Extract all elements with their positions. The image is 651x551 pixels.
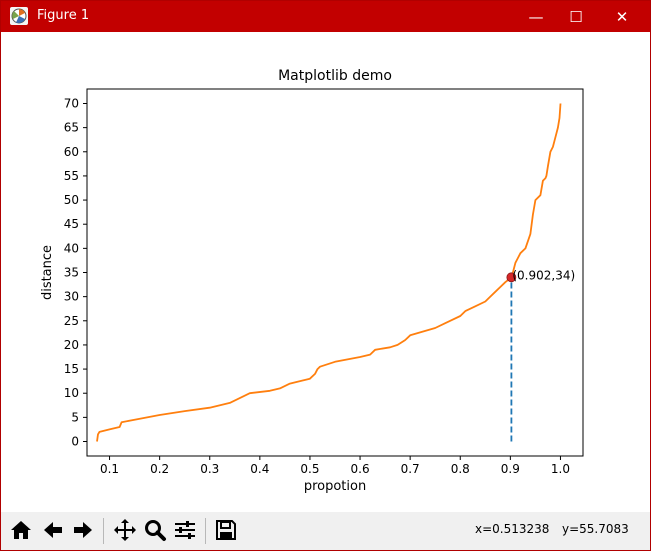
navigation-toolbar: x=0.513238 y=55.7083 — [1, 512, 650, 550]
x-tick-label: 0.9 — [501, 462, 520, 476]
configure-subplots-button[interactable] — [171, 516, 199, 544]
y-tick-label: 55 — [64, 169, 79, 183]
x-axis-label: propotion — [304, 479, 366, 494]
x-tick-label: 0.4 — [250, 462, 269, 476]
title-bar[interactable]: Figure 1 — ☐ ✕ — [1, 1, 650, 32]
forward-arrow-icon — [74, 522, 92, 538]
close-button[interactable]: ✕ — [615, 7, 629, 26]
x-tick-label: 0.8 — [451, 462, 470, 476]
x-tick-label: 0.3 — [200, 462, 219, 476]
y-tick-label: 30 — [64, 290, 79, 304]
y-tick-label: 50 — [64, 193, 79, 207]
y-tick-label: 40 — [64, 241, 79, 255]
y-tick-label: 5 — [71, 410, 79, 424]
zoom-button[interactable] — [141, 516, 169, 544]
point-annotation: (0.902,34) — [512, 268, 575, 282]
y-tick-label: 25 — [64, 314, 79, 328]
save-icon — [216, 520, 236, 540]
y-tick-label: 10 — [64, 386, 79, 400]
save-button[interactable] — [212, 516, 240, 544]
axes-frame — [86, 88, 584, 457]
y-tick-label: 15 — [64, 362, 79, 376]
x-tick-label: 1.0 — [551, 462, 570, 476]
y-tick-label: 35 — [64, 266, 79, 280]
highlight-point — [506, 272, 517, 283]
home-icon — [11, 521, 31, 539]
chart-svg: 0.1 0.2 0.3 0.4 0.5 0.6 0.7 0.8 0.9 1.0 0 5 10 15 20 25… — [40, 68, 584, 494]
series-line — [96, 103, 562, 442]
y-tick-label: 60 — [64, 145, 79, 159]
pan-button[interactable] — [111, 516, 139, 544]
home-button[interactable] — [7, 516, 35, 544]
back-arrow-icon — [44, 522, 62, 538]
x-tick-label: 0.2 — [150, 462, 169, 476]
minimize-button[interactable]: — — [528, 7, 544, 26]
chart-title: Matplotlib demo — [278, 68, 392, 84]
y-tick-label: 0 — [71, 435, 79, 449]
y-axis-label: distance — [40, 245, 55, 300]
y-tick-label: 20 — [64, 338, 79, 352]
x-tick-label: 0.6 — [351, 462, 370, 476]
toolbar-separator — [103, 518, 104, 544]
matplotlib-app-icon — [10, 7, 28, 25]
window-title: Figure 1 — [37, 8, 90, 23]
toolbar-separator — [205, 518, 206, 544]
pan-icon — [114, 519, 136, 541]
cursor-y-readout: y=55.7083 — [562, 522, 629, 536]
figure-canvas[interactable]: 0.1 0.2 0.3 0.4 0.5 0.6 0.7 0.8 0.9 1.0 0 5 10 15 20 25… — [1, 32, 650, 512]
zoom-icon — [145, 520, 166, 541]
x-tick-label: 0.5 — [300, 462, 319, 476]
y-tick-label: 65 — [64, 121, 79, 135]
maximize-button[interactable]: ☐ — [569, 7, 583, 26]
cursor-x-readout: x=0.513238 — [475, 522, 550, 536]
back-button[interactable] — [39, 516, 67, 544]
x-tick-label: 0.1 — [100, 462, 119, 476]
y-tick-label: 45 — [64, 217, 79, 231]
x-tick-label: 0.7 — [401, 462, 420, 476]
forward-button[interactable] — [69, 516, 97, 544]
y-tick-label: 70 — [64, 96, 79, 110]
subplots-config-icon — [175, 521, 195, 539]
